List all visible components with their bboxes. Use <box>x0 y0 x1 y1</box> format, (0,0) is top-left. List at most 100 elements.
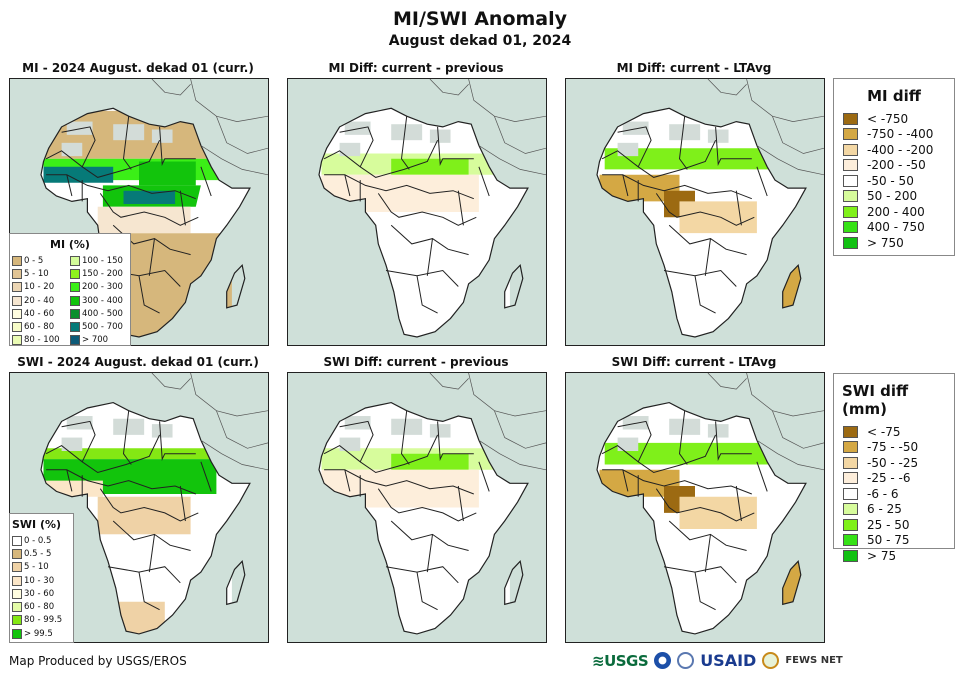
legend-title: MI diff <box>867 87 921 105</box>
legend-swatch <box>843 221 858 234</box>
legend-label: 0 - 0.5 <box>24 535 52 546</box>
legend-item: -400 - -200 <box>834 142 954 158</box>
no-data-patch <box>669 418 701 435</box>
legend-label: < -75 <box>867 424 901 439</box>
map-panel-swi-prev <box>287 372 547 643</box>
neighbor-border <box>478 440 546 471</box>
legend-swatch <box>12 282 22 293</box>
no-data-patch <box>113 124 145 141</box>
map-panel-swi-ltavg <box>565 372 825 643</box>
neighbor-border <box>200 145 268 176</box>
coastline <box>504 560 524 606</box>
legend-item: 40 - 60 <box>12 307 70 320</box>
data-zone <box>365 212 510 337</box>
data-zone <box>604 148 773 170</box>
neighbor-border <box>190 373 268 417</box>
legend-swatch <box>843 128 858 141</box>
legend-item: 60 - 80 <box>12 600 73 613</box>
legend-swatch <box>843 425 858 438</box>
legend-swatch <box>843 456 858 469</box>
legend-label: 40 - 60 <box>24 308 55 319</box>
neighbor-border <box>468 373 546 417</box>
usgs-logo: ≋USGS <box>592 651 649 670</box>
neighbor-border <box>756 145 824 176</box>
neighbor-border <box>429 373 469 390</box>
country-border <box>46 174 196 200</box>
country-border <box>324 174 474 200</box>
legend-label: > 99.5 <box>24 628 53 639</box>
neighbor-border <box>772 116 824 154</box>
country-border <box>715 421 752 462</box>
coastline <box>40 107 251 338</box>
country-border <box>678 410 688 465</box>
data-zone <box>679 201 757 234</box>
legend-swatch <box>12 588 22 599</box>
legend-swatch <box>843 518 858 531</box>
legend-item: > 700 <box>70 334 128 347</box>
coastline <box>226 263 246 309</box>
legend-swatch <box>70 282 80 293</box>
legend-item: 150 - 200 <box>70 267 128 280</box>
legend-item: > 75 <box>834 548 954 564</box>
legend-item: 200 - 300 <box>70 281 128 294</box>
legend-item: 6 - 25 <box>834 502 954 518</box>
no-data-patch <box>66 416 93 430</box>
country-border <box>694 572 716 611</box>
neighbor-border <box>772 410 824 449</box>
coastline <box>226 560 246 606</box>
country-border <box>148 534 155 573</box>
country-border <box>99 193 199 226</box>
legend-swatch <box>12 562 22 573</box>
coastline <box>40 401 251 635</box>
legend-label: 60 - 80 <box>24 322 55 333</box>
africa-map <box>596 373 824 635</box>
legend-label: 0 - 5 <box>24 255 44 266</box>
country-border <box>704 238 711 276</box>
data-zone <box>118 601 165 634</box>
legend-item: 0.5 - 5 <box>12 547 73 560</box>
country-border <box>400 116 410 170</box>
legend-swatch <box>12 535 22 546</box>
legend-swatch <box>12 255 22 266</box>
page-subtitle: August dekad 01, 2024 <box>388 33 572 49</box>
no-data-patch <box>707 424 729 438</box>
data-zone <box>679 496 757 529</box>
country-border <box>416 572 438 611</box>
country-border <box>122 116 132 170</box>
legend-item: -6 - 6 <box>834 486 954 502</box>
legend-label: -25 - -6 <box>867 471 911 486</box>
no-data-patch <box>391 124 423 141</box>
legend-item: 20 - 40 <box>12 294 70 307</box>
legend-swatch <box>70 255 80 266</box>
legend-item: 400 - 500 <box>70 307 128 320</box>
legend-item: 30 - 60 <box>12 587 73 600</box>
data-layer <box>321 405 510 634</box>
legend-label: 60 - 80 <box>24 602 55 613</box>
neighbor-border <box>746 373 824 417</box>
country-border <box>601 434 717 474</box>
no-data-patch <box>429 129 451 143</box>
neighbor-border <box>216 116 268 154</box>
legend-swatch <box>12 548 22 559</box>
no-data-patch <box>622 121 649 135</box>
legend-label: -50 - 50 <box>867 173 914 188</box>
legend-label: -400 - -200 <box>867 142 934 157</box>
data-zone <box>391 158 469 175</box>
legend-swi-diff: SWI diff (mm) < -75 -75 - -50 -50 - -25 -25… <box>833 373 955 563</box>
legend-swatch <box>843 441 858 454</box>
legend-item: 80 - 100 <box>12 334 70 347</box>
legend-label: > 700 <box>82 335 109 346</box>
legend-label: 10 - 20 <box>24 282 55 293</box>
country-border <box>61 126 96 168</box>
country-border <box>179 485 186 522</box>
data-zone <box>139 161 196 186</box>
data-zone <box>599 174 680 202</box>
neighbor-border <box>746 79 824 122</box>
country-border <box>138 275 160 314</box>
data-zone <box>599 469 680 497</box>
panel-title-mi-ltavg: MI Diff: current - LTAvg <box>616 61 772 75</box>
country-border <box>756 166 768 197</box>
data-layer <box>321 110 510 337</box>
country-border <box>45 139 161 178</box>
partner-logos: ≋USGS USAID FEWS NET <box>592 651 843 670</box>
